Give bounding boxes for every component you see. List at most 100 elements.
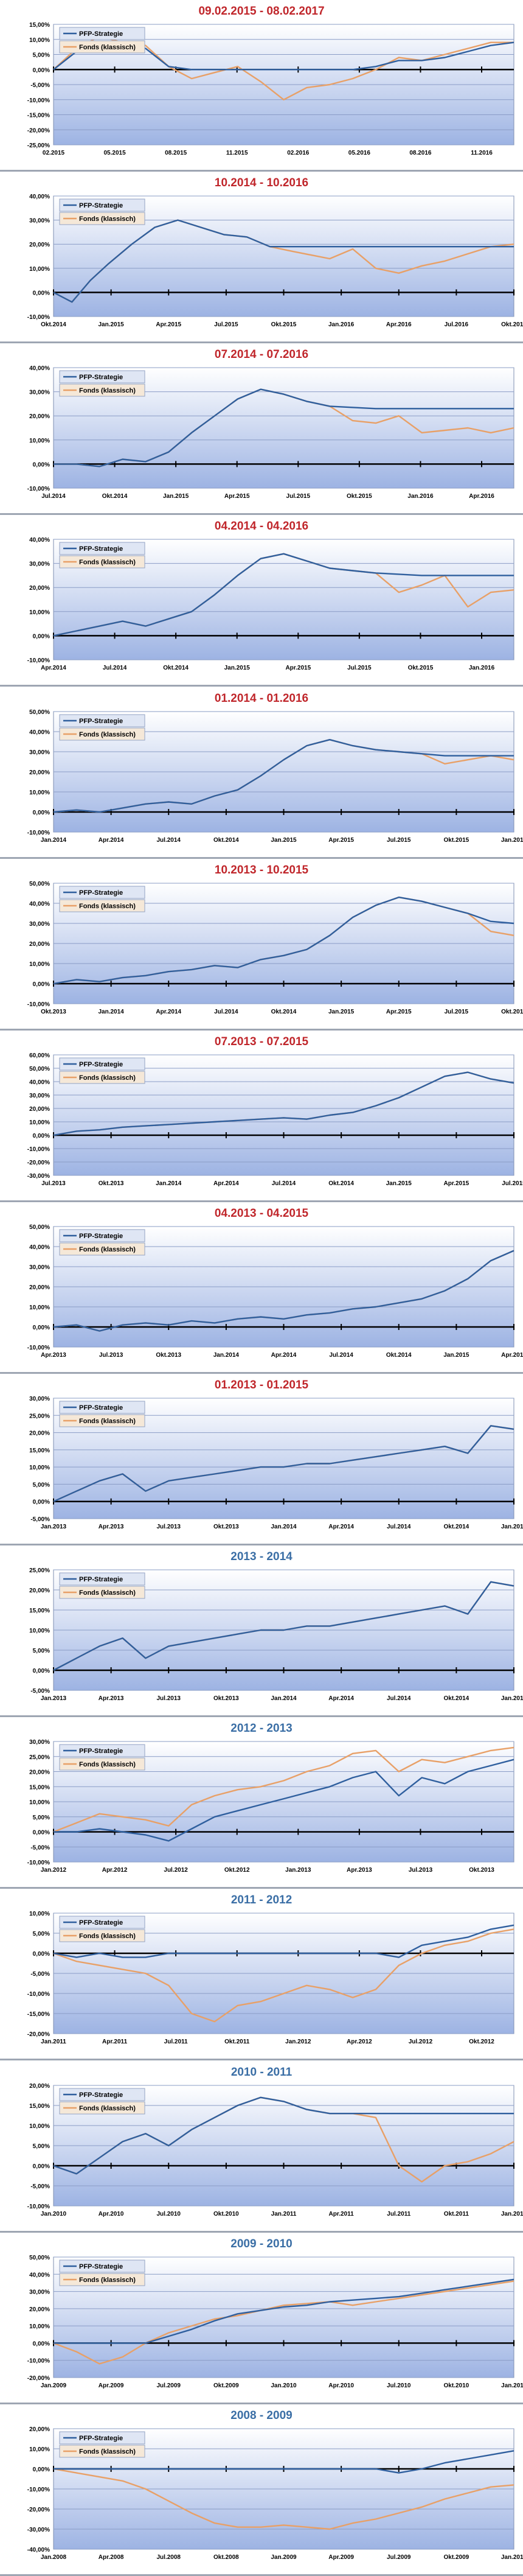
- x-tick-label: Jul.2014: [387, 1524, 411, 1530]
- y-tick-label: 20,00%: [29, 2083, 50, 2090]
- legend-label-strategy: PFP-Strategie: [79, 1748, 123, 1755]
- x-tick-label: Jan.2015: [501, 1524, 523, 1530]
- x-tick-label: Jul.2010: [387, 2382, 411, 2389]
- x-tick-label: Okt.2012: [224, 1867, 250, 1874]
- y-tick-label: 10,00%: [29, 2123, 50, 2130]
- legend-label-fund: Fonds (klassisch): [79, 1589, 136, 1597]
- x-tick-label: Jul.2015: [502, 1180, 523, 1187]
- x-tick-label: Jul.2013: [409, 1867, 433, 1874]
- y-tick-label: -20,00%: [27, 1160, 50, 1166]
- y-tick-label: 10,00%: [29, 2446, 50, 2453]
- legend-box-fund: [59, 2273, 145, 2286]
- legend-label-strategy: PFP-Strategie: [79, 1404, 123, 1412]
- y-tick-label: 20,00%: [29, 1587, 50, 1594]
- y-tick-label: 50,00%: [29, 1066, 50, 1073]
- chart-panel: 10.2014 - 10.2016 40,00% 30,00% 20,00% 10,00…: [0, 172, 523, 343]
- chart-svg: 40,00%30,00%20,00%10,00%0,00%-10,00%Jul.…: [27, 365, 514, 500]
- x-tick-label: Jan.2008: [41, 2554, 67, 2561]
- y-tick-label: 0,00%: [33, 461, 50, 468]
- legend-label-fund: Fonds (klassisch): [79, 2448, 136, 2455]
- x-tick-label: Jan.2011: [501, 2382, 523, 2389]
- legend-label-fund: Fonds (klassisch): [79, 1933, 136, 1940]
- chart-svg: 60,00% 50,00% 40,00% 30,00% 20,00% 10,00% 0,00…: [27, 1052, 523, 1187]
- chart-svg: 50,00% 40,00% 30,00% 20,00% 10,00% 0,00% -10,0…: [27, 1224, 523, 1359]
- x-tick-label: Jan.2011: [41, 2039, 66, 2045]
- legend-box-strategy: [59, 714, 145, 727]
- x-tick-label: Apr.2012: [347, 2039, 372, 2045]
- x-tick-label: Apr.2015: [224, 493, 250, 500]
- y-tick-label: 40,00%: [29, 729, 50, 736]
- chart-title: 10.2014 - 10.2016: [214, 177, 309, 189]
- x-tick-label: 02.2015: [43, 150, 65, 156]
- y-tick-label: -5,00%: [30, 2183, 50, 2190]
- y-tick-label: 15,00%: [29, 1608, 50, 1614]
- x-tick-label: Jul.2015: [347, 665, 372, 671]
- y-tick-label: -20,00%: [27, 2507, 50, 2513]
- x-tick-label: Okt.2013: [156, 1352, 181, 1359]
- x-tick-label: Jan.2015: [501, 1695, 523, 1702]
- legend-box-fund: [59, 1414, 145, 1427]
- legend-box-fund: [59, 1586, 145, 1599]
- chart-svg: 20,00% 10,00% 0,00% -10,00% -20,00% -30,00% -4…: [27, 2426, 523, 2561]
- legend: PFP-Strategie Fonds (klassisch): [59, 2431, 145, 2458]
- y-tick-label: 5,00%: [33, 52, 50, 59]
- x-tick-label: Apr.2016: [386, 321, 412, 328]
- x-tick-label: Jul.2013: [99, 1352, 123, 1359]
- y-tick-label: 30,00%: [29, 749, 50, 756]
- y-tick-label: 60,00%: [29, 1052, 50, 1059]
- y-tick-label: 15,00%: [29, 2103, 50, 2110]
- x-tick-label: Jul.2014: [387, 1695, 411, 1702]
- x-tick-label: Apr.2010: [99, 2211, 124, 2217]
- y-tick-label: -10,00%: [27, 830, 50, 836]
- x-tick-label: Jan.2010: [271, 2382, 297, 2389]
- chart-panel: 2013 - 2014 25,00% 20,00% 15,00% 10,00% 5,00%…: [0, 1545, 523, 1717]
- legend-label-strategy: PFP-Strategie: [79, 2091, 123, 2099]
- series-line-strategy: [53, 2096, 514, 2175]
- x-tick-label: Apr.2008: [99, 2554, 124, 2561]
- y-tick-label: -10,00%: [27, 486, 50, 492]
- x-tick-label: 05.2015: [103, 150, 126, 156]
- x-tick-label: Jul.2015: [286, 493, 311, 500]
- y-tick-label: 50,00%: [29, 881, 50, 887]
- legend-label-fund: Fonds (klassisch): [79, 1246, 136, 1253]
- x-tick-label: Jul.2015: [214, 321, 238, 328]
- y-tick-label: 20,00%: [29, 1430, 50, 1437]
- legend-label-strategy: PFP-Strategie: [79, 545, 123, 553]
- y-tick-label: 0,00%: [33, 1133, 50, 1139]
- x-tick-label: Okt.2014: [386, 1352, 412, 1359]
- legend-label-fund: Fonds (klassisch): [79, 1761, 136, 1768]
- y-tick-label: 10,00%: [29, 1799, 50, 1806]
- x-tick-label: Jan.2015: [328, 1009, 355, 1015]
- x-tick-label: Apr.2015: [501, 1352, 523, 1359]
- chart-panel: 2008 - 2009 20,00% 10,00% 0,00% -10,00% -20,0…: [0, 2404, 523, 2576]
- x-tick-label: Jan.2009: [41, 2382, 67, 2389]
- y-tick-label: -5,00%: [30, 1844, 50, 1851]
- x-tick-label: Jul.2014: [214, 1009, 238, 1015]
- x-tick-label: Apr.2014: [271, 1352, 297, 1359]
- x-tick-label: Jan.2015: [98, 321, 124, 328]
- legend: PFP-Strategie Fonds (klassisch): [59, 2259, 145, 2286]
- x-tick-label: Okt.2016: [501, 321, 523, 328]
- x-tick-label: Jul.2015: [445, 1009, 469, 1015]
- y-tick-label: 0,00%: [33, 1951, 50, 1958]
- x-tick-label: Jan.2012: [41, 1867, 67, 1874]
- x-tick-label: Apr.2014: [328, 1524, 354, 1530]
- chart-title: 2013 - 2014: [230, 1550, 293, 1563]
- chart-panel: 04.2013 - 04.2015 50,00% 40,00% 30,00% 20,00…: [0, 1202, 523, 1374]
- y-tick-label: -20,00%: [27, 2375, 50, 2382]
- y-tick-label: -30,00%: [27, 1173, 50, 1180]
- x-tick-label: Apr.2013: [41, 1352, 66, 1359]
- legend: PFP-Strategie Fonds (klassisch): [59, 27, 145, 54]
- y-tick-label: 50,00%: [29, 2255, 50, 2261]
- legend: PFP-Strategie Fonds (klassisch): [59, 2088, 145, 2115]
- legend-box-fund: [59, 1757, 145, 1771]
- legend-label-fund: Fonds (klassisch): [79, 2277, 136, 2284]
- y-tick-label: 0,00%: [33, 810, 50, 816]
- y-tick-label: 20,00%: [29, 1769, 50, 1776]
- x-tick-label: 11.2016: [471, 150, 493, 156]
- x-tick-label: Apr.2009: [99, 2382, 124, 2389]
- chart-title: 10.2013 - 10.2015: [214, 864, 309, 877]
- series-line-strategy: [53, 1581, 514, 1671]
- legend-box-fund: [59, 1242, 145, 1256]
- y-tick-label: 30,00%: [29, 921, 50, 928]
